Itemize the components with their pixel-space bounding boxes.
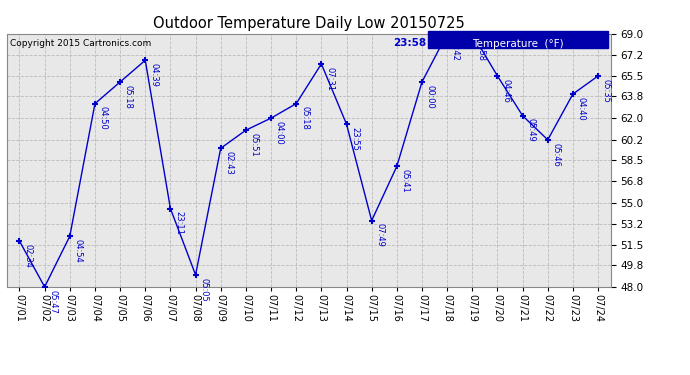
Text: 05:18: 05:18: [300, 106, 309, 130]
Text: 05:49: 05:49: [526, 118, 535, 142]
Text: 23:55: 23:55: [351, 127, 359, 151]
Text: 04:46: 04:46: [501, 79, 511, 103]
Text: 05:41: 05:41: [401, 169, 410, 193]
Text: 04:50: 04:50: [99, 106, 108, 130]
Text: 07:42: 07:42: [451, 36, 460, 60]
Text: 23:11: 23:11: [175, 211, 184, 235]
Text: 04:39: 04:39: [149, 63, 158, 87]
Text: 05:18: 05:18: [124, 85, 133, 109]
Title: Outdoor Temperature Daily Low 20150725: Outdoor Temperature Daily Low 20150725: [153, 16, 464, 31]
Text: 04:54: 04:54: [74, 239, 83, 263]
Text: 07:49: 07:49: [375, 224, 384, 247]
Text: 05:35: 05:35: [602, 79, 611, 103]
Text: Copyright 2015 Cartronics.com: Copyright 2015 Cartronics.com: [10, 39, 151, 48]
Text: 05:05: 05:05: [199, 278, 208, 302]
Text: 02:43: 02:43: [224, 151, 233, 175]
Text: 23:58: 23:58: [393, 38, 426, 48]
Text: 04:40: 04:40: [577, 97, 586, 120]
Text: 02:34: 02:34: [23, 244, 32, 268]
Text: 05:46: 05:46: [551, 142, 560, 166]
Text: 00:00: 00:00: [426, 85, 435, 108]
Text: Temperature  (°F): Temperature (°F): [472, 39, 564, 50]
Text: 04:00: 04:00: [275, 121, 284, 145]
Text: 07:31: 07:31: [325, 67, 334, 91]
Text: 05:47: 05:47: [48, 290, 57, 314]
Text: 05:51: 05:51: [250, 133, 259, 157]
Bar: [428, 31, 608, 48]
Text: 23:58: 23:58: [476, 36, 485, 60]
